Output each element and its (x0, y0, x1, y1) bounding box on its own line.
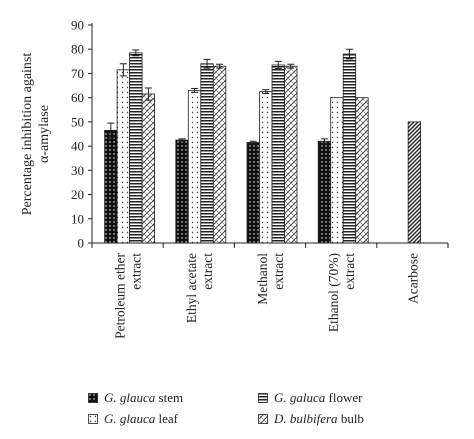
y-tick-label: 30 (71, 163, 84, 178)
legend-item: G. galuca flower (258, 390, 362, 406)
x-tick-label: Ethyl acetate (184, 253, 199, 323)
x-tick-label: Ethanol (70%) (326, 253, 341, 332)
x-axis: Petroleum ether extract Ethyl acetate extra… (91, 242, 449, 339)
bar (355, 97, 369, 244)
legend-part: stem (155, 390, 184, 405)
bar (284, 65, 298, 244)
x-tick-label: extract (271, 253, 286, 290)
x-tick-label: extract (342, 253, 357, 290)
bar (212, 65, 227, 244)
y-tick-label: 90 (71, 18, 84, 33)
legend-species: D. bulbifera (274, 411, 338, 426)
y-tick-label: 10 (71, 211, 84, 226)
bar (246, 142, 260, 244)
bar (317, 140, 332, 244)
x-tick-label: Petroleum ether (113, 253, 128, 339)
y-axis: 0 10 20 30 40 50 60 70 80 90 (71, 18, 93, 251)
y-tick-label: 80 (71, 42, 84, 57)
legend-part: leaf (155, 411, 179, 426)
legend-swatch (258, 414, 268, 424)
legend-species: G. glauca (104, 390, 156, 405)
legend-swatch (88, 414, 98, 424)
bar (259, 91, 273, 244)
bar (200, 63, 214, 244)
legend-item: G. glauca leaf (88, 411, 178, 427)
legend-part: bulb (337, 411, 364, 426)
bar-chart: Percentage inhibition against α-amylase 0… (20, 18, 449, 339)
bar (141, 93, 156, 244)
bar (330, 97, 344, 244)
legend-swatch (88, 393, 98, 403)
x-tick-label: extract (129, 253, 144, 290)
y-axis-label-line: α-amylase (37, 105, 52, 163)
legend-item: G. glauca stem (88, 390, 183, 406)
x-tick-label: Methanol (255, 253, 270, 305)
bar (129, 52, 143, 244)
legend-item: D. bulbifera bulb (258, 411, 364, 427)
x-tick-label: Acarbose (405, 253, 420, 304)
y-tick-label: 60 (71, 90, 84, 105)
legend-species: G. galuca (274, 390, 326, 405)
bar (175, 139, 189, 244)
y-axis-label: Percentage inhibition against α-amylase (20, 53, 52, 216)
bar (187, 90, 202, 244)
bar (116, 69, 130, 244)
legend-part: flower (325, 390, 363, 405)
legend-swatch (258, 393, 268, 403)
bar (271, 64, 285, 244)
legend-species: G. glauca (104, 411, 156, 426)
y-tick-label: 0 (78, 236, 85, 251)
x-tick-label: extract (200, 253, 215, 290)
bar (342, 53, 357, 244)
legend: G. glauca stem G. galuca flower G. glauca … (88, 390, 468, 434)
bars (104, 48, 422, 244)
y-tick-label: 20 (71, 187, 84, 202)
y-tick-label: 70 (71, 66, 84, 81)
bar (104, 129, 118, 244)
bar (407, 121, 422, 244)
y-tick-label: 40 (71, 139, 84, 154)
y-axis-label-line: Percentage inhibition against (20, 53, 35, 216)
y-tick-label: 50 (71, 114, 84, 129)
